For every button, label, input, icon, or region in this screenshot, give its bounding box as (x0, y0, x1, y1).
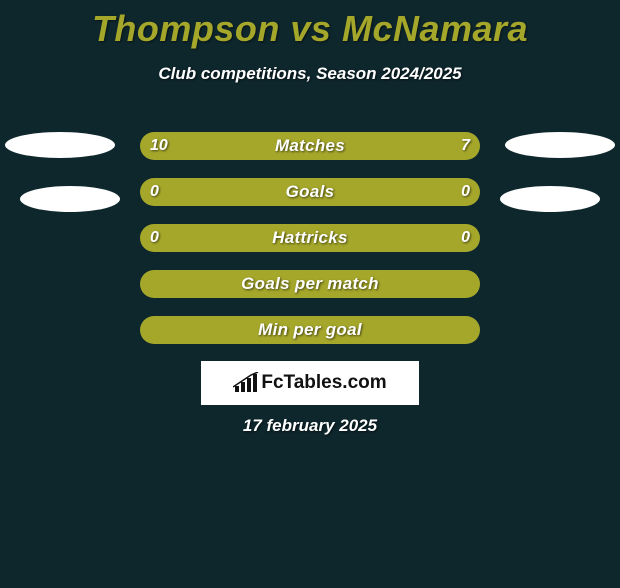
page-title: Thompson vs McNamara (0, 8, 620, 50)
date-label: 17 february 2025 (0, 416, 620, 436)
stat-row: 10 Matches 7 (140, 132, 480, 160)
logo-text: FcTables.com (261, 372, 386, 394)
page-subtitle: Club competitions, Season 2024/2025 (0, 64, 620, 84)
logo-box: FcTables.com (201, 361, 419, 405)
logo: FcTables.com (233, 372, 386, 394)
stat-value-left: 0 (150, 183, 159, 201)
player-ellipse-right-1 (505, 132, 615, 158)
stat-label: Matches (275, 136, 345, 156)
stat-value-right: 0 (461, 229, 470, 247)
stat-label: Hattricks (272, 228, 347, 248)
stat-label: Goals per match (241, 274, 379, 294)
stat-row: 0 Goals 0 (140, 178, 480, 206)
stat-value-right: 0 (461, 183, 470, 201)
player-ellipse-left-1 (5, 132, 115, 158)
stat-row: Min per goal (140, 316, 480, 344)
stat-label: Goals (286, 182, 335, 202)
stats-container: 10 Matches 7 0 Goals 0 0 Hattricks 0 Goa… (140, 132, 480, 362)
stat-row: 0 Hattricks 0 (140, 224, 480, 252)
stat-row: Goals per match (140, 270, 480, 298)
stat-value-left: 0 (150, 229, 159, 247)
chart-icon (233, 372, 259, 394)
player-ellipse-right-2 (500, 186, 600, 212)
stat-value-right: 7 (461, 137, 470, 155)
stat-label: Min per goal (258, 320, 362, 340)
player-ellipse-left-2 (20, 186, 120, 212)
stat-value-left: 10 (150, 137, 168, 155)
